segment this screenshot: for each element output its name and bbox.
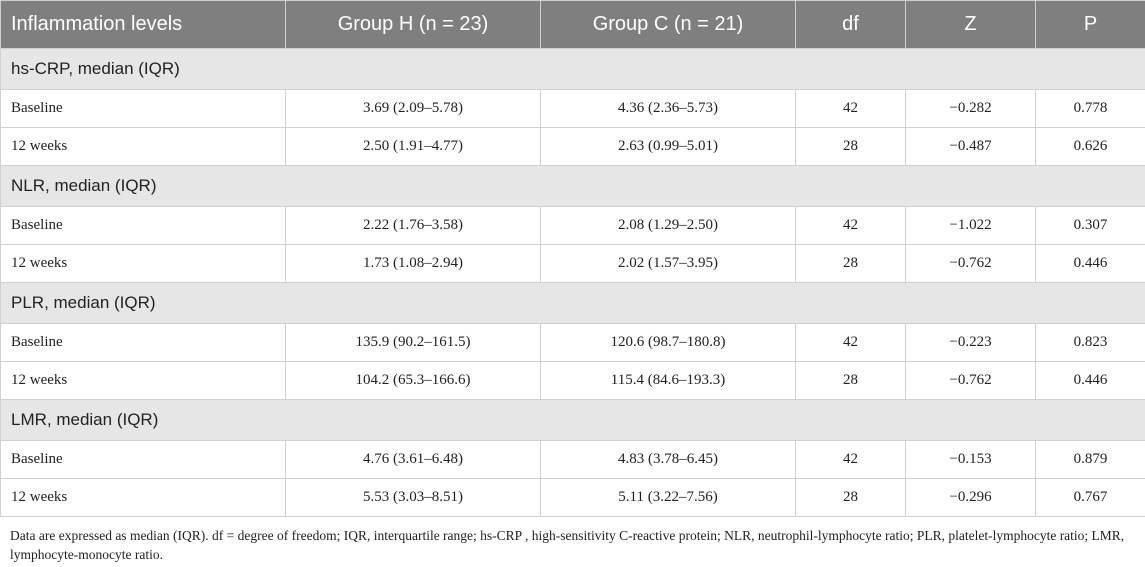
group-h-value: 2.22 (1.76–3.58) (285, 206, 541, 245)
row-label: Baseline (0, 206, 286, 245)
row-label: 12 weeks (0, 244, 286, 283)
df-value: 28 (795, 244, 906, 283)
group-c-value: 120.6 (98.7–180.8) (540, 323, 796, 362)
table-row: 12 weeks 1.73 (1.08–2.94) 2.02 (1.57–3.9… (0, 244, 1145, 283)
table-row: 12 weeks 5.53 (3.03–8.51) 5.11 (3.22–7.5… (0, 478, 1145, 517)
section-row: NLR, median (IQR) (0, 165, 1145, 207)
section-title-nlr: NLR, median (IQR) (0, 165, 1145, 207)
section-title-lmr: LMR, median (IQR) (0, 399, 1145, 441)
group-c-value: 2.63 (0.99–5.01) (540, 127, 796, 166)
z-value: −0.762 (905, 244, 1036, 283)
section-row: hs-CRP, median (IQR) (0, 48, 1145, 90)
table-row: Baseline 135.9 (90.2–161.5) 120.6 (98.7–… (0, 323, 1145, 362)
p-value: 0.823 (1035, 323, 1145, 362)
z-value: −0.296 (905, 478, 1036, 517)
p-value: 0.446 (1035, 361, 1145, 400)
header-row: Inflammation levels Group H (n = 23) Gro… (0, 0, 1145, 49)
row-label: 12 weeks (0, 478, 286, 517)
group-h-value: 104.2 (65.3–166.6) (285, 361, 541, 400)
z-value: −0.282 (905, 89, 1036, 128)
z-value: −1.022 (905, 206, 1036, 245)
row-label: 12 weeks (0, 127, 286, 166)
group-c-value: 5.11 (3.22–7.56) (540, 478, 796, 517)
z-value: −0.487 (905, 127, 1036, 166)
section-row: LMR, median (IQR) (0, 399, 1145, 441)
section-title-hs-crp: hs-CRP, median (IQR) (0, 48, 1145, 90)
df-value: 28 (795, 127, 906, 166)
row-label: Baseline (0, 89, 286, 128)
group-c-value: 2.02 (1.57–3.95) (540, 244, 796, 283)
p-value: 0.626 (1035, 127, 1145, 166)
section-row: PLR, median (IQR) (0, 282, 1145, 324)
section-title-plr: PLR, median (IQR) (0, 282, 1145, 324)
table-row: Baseline 2.22 (1.76–3.58) 2.08 (1.29–2.5… (0, 206, 1145, 245)
row-label: Baseline (0, 440, 286, 479)
df-value: 42 (795, 323, 906, 362)
z-value: −0.153 (905, 440, 1036, 479)
z-value: −0.762 (905, 361, 1036, 400)
row-label: 12 weeks (0, 361, 286, 400)
table-footnote: Data are expressed as median (IQR). df =… (10, 528, 1125, 562)
header-group-c: Group C (n = 21) (540, 0, 796, 49)
header-p: P (1035, 0, 1145, 49)
p-value: 0.778 (1035, 89, 1145, 128)
group-c-value: 4.36 (2.36–5.73) (540, 89, 796, 128)
p-value: 0.767 (1035, 478, 1145, 517)
group-c-value: 4.83 (3.78–6.45) (540, 440, 796, 479)
table-row: 12 weeks 104.2 (65.3–166.6) 115.4 (84.6–… (0, 361, 1145, 400)
row-label: Baseline (0, 323, 286, 362)
header-inflammation-levels: Inflammation levels (0, 0, 286, 49)
z-value: −0.223 (905, 323, 1036, 362)
group-c-value: 115.4 (84.6–193.3) (540, 361, 796, 400)
df-value: 42 (795, 440, 906, 479)
group-h-value: 2.50 (1.91–4.77) (285, 127, 541, 166)
df-value: 28 (795, 478, 906, 517)
group-h-value: 3.69 (2.09–5.78) (285, 89, 541, 128)
group-h-value: 135.9 (90.2–161.5) (285, 323, 541, 362)
header-df: df (795, 0, 906, 49)
group-c-value: 2.08 (1.29–2.50) (540, 206, 796, 245)
group-h-value: 1.73 (1.08–2.94) (285, 244, 541, 283)
group-h-value: 5.53 (3.03–8.51) (285, 478, 541, 517)
p-value: 0.307 (1035, 206, 1145, 245)
p-value: 0.879 (1035, 440, 1145, 479)
df-value: 42 (795, 89, 906, 128)
header-group-h: Group H (n = 23) (285, 0, 541, 49)
table-row: 12 weeks 2.50 (1.91–4.77) 2.63 (0.99–5.0… (0, 127, 1145, 166)
group-h-value: 4.76 (3.61–6.48) (285, 440, 541, 479)
table-row: Baseline 4.76 (3.61–6.48) 4.83 (3.78–6.4… (0, 440, 1145, 479)
df-value: 42 (795, 206, 906, 245)
p-value: 0.446 (1035, 244, 1145, 283)
df-value: 28 (795, 361, 906, 400)
table-row: Baseline 3.69 (2.09–5.78) 4.36 (2.36–5.7… (0, 89, 1145, 128)
header-z: Z (905, 0, 1036, 49)
inflammation-table: Inflammation levels Group H (n = 23) Gro… (0, 0, 1145, 517)
